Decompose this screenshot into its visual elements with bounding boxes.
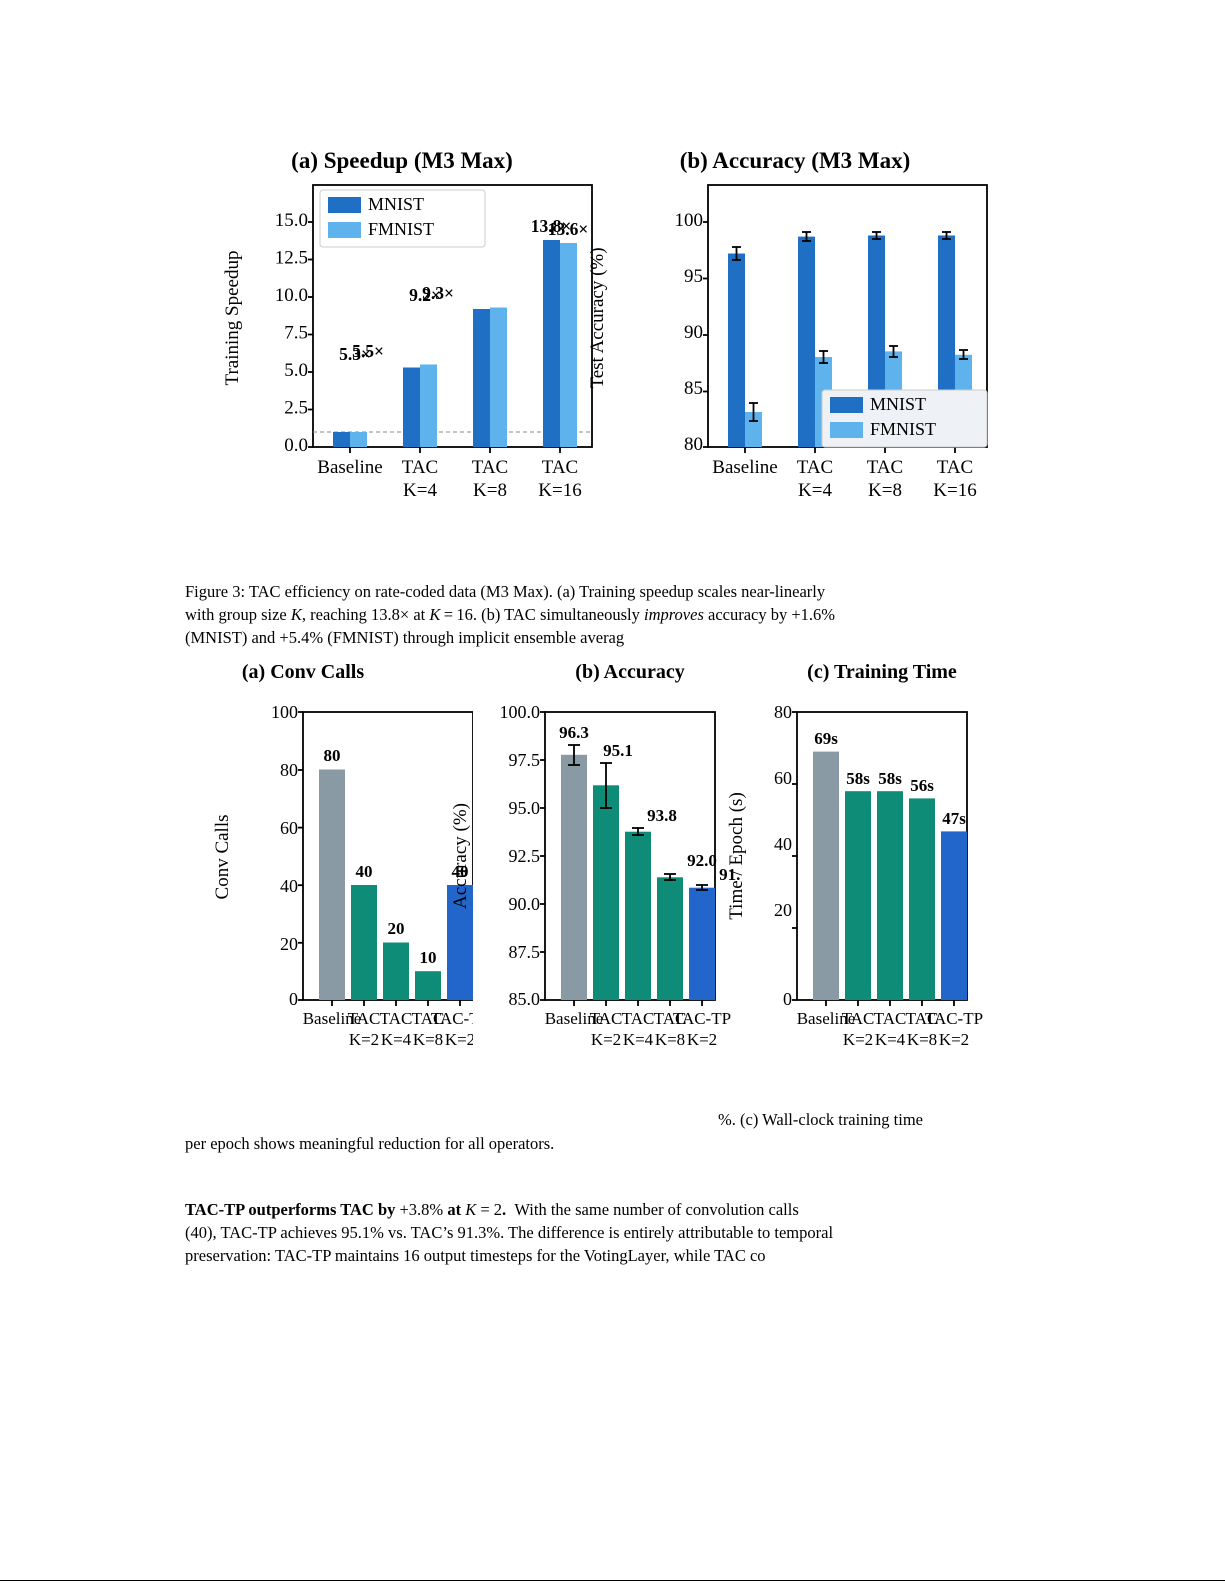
svg-text:TAC: TAC <box>937 457 973 478</box>
svg-text:7.5: 7.5 <box>284 323 308 344</box>
svg-text:96.3: 96.3 <box>559 723 589 742</box>
svg-text:80: 80 <box>324 746 341 765</box>
svg-text:K=4: K=4 <box>403 480 437 501</box>
svg-text:K=8: K=8 <box>473 480 507 501</box>
svg-text:10: 10 <box>420 948 437 967</box>
svg-text:(a) Conv Calls: (a) Conv Calls <box>242 662 364 683</box>
svg-text:TAC: TAC <box>590 1009 623 1028</box>
svg-text:K=2: K=2 <box>843 1030 873 1049</box>
svg-text:2.5: 2.5 <box>284 398 308 419</box>
svg-text:Baseline: Baseline <box>712 457 777 478</box>
svg-text:K=8: K=8 <box>868 480 902 501</box>
svg-text:58s: 58s <box>878 769 902 788</box>
svg-text:Time / Epoch (s): Time / Epoch (s) <box>726 792 747 920</box>
svg-text:47s: 47s <box>942 809 966 828</box>
svg-text:MNIST: MNIST <box>870 394 926 414</box>
svg-text:K=8: K=8 <box>655 1030 685 1049</box>
svg-text:K=4: K=4 <box>381 1030 412 1049</box>
svg-text:K=4: K=4 <box>875 1030 906 1049</box>
svg-text:Accuracy (%): Accuracy (%) <box>450 803 471 909</box>
svg-text:90.0: 90.0 <box>509 894 541 914</box>
svg-text:5.5×: 5.5× <box>352 341 384 361</box>
svg-text:(b) Accuracy: (b) Accuracy <box>575 662 684 683</box>
svg-text:95.1: 95.1 <box>603 741 633 760</box>
svg-text:58s: 58s <box>846 769 870 788</box>
svg-text:Training Speedup: Training Speedup <box>222 251 243 386</box>
svg-text:(a) Speedup (M3 Max): (a) Speedup (M3 Max) <box>291 148 513 173</box>
svg-text:85.0: 85.0 <box>509 989 541 1009</box>
svg-text:Conv Calls: Conv Calls <box>212 815 233 900</box>
svg-text:9.3×: 9.3× <box>422 283 454 303</box>
svg-text:20: 20 <box>774 900 792 920</box>
svg-text:40: 40 <box>356 862 373 881</box>
svg-text:5.0: 5.0 <box>284 360 308 381</box>
svg-text:95: 95 <box>684 266 703 287</box>
svg-text:20: 20 <box>388 919 405 938</box>
svg-text:FMNIST: FMNIST <box>870 419 936 439</box>
svg-text:TAC: TAC <box>472 457 508 478</box>
svg-text:TAC: TAC <box>402 457 438 478</box>
svg-text:15.0: 15.0 <box>275 210 308 231</box>
svg-text:Baseline: Baseline <box>317 457 382 478</box>
svg-text:92.5: 92.5 <box>509 846 541 866</box>
svg-text:TAC: TAC <box>380 1009 413 1028</box>
svg-text:12.5: 12.5 <box>275 248 308 269</box>
svg-text:TAC: TAC <box>797 457 833 478</box>
svg-text:100.0: 100.0 <box>500 702 541 722</box>
svg-text:100: 100 <box>675 210 704 231</box>
svg-text:Test Accuracy (%): Test Accuracy (%) <box>587 247 608 388</box>
svg-text:K=8: K=8 <box>413 1030 443 1049</box>
svg-text:85: 85 <box>684 378 703 399</box>
svg-text:FMNIST: FMNIST <box>368 219 434 239</box>
svg-text:K=16: K=16 <box>933 480 976 501</box>
svg-text:60: 60 <box>280 818 298 838</box>
svg-text:95.0: 95.0 <box>509 798 541 818</box>
svg-text:TAC: TAC <box>348 1009 381 1028</box>
svg-text:80: 80 <box>684 434 703 455</box>
svg-text:10.0: 10.0 <box>275 285 308 306</box>
svg-text:(c) Training Time: (c) Training Time <box>807 662 957 683</box>
svg-text:K=4: K=4 <box>623 1030 654 1049</box>
svg-text:20: 20 <box>280 934 298 954</box>
svg-text:(b) Accuracy (M3 Max): (b) Accuracy (M3 Max) <box>680 148 911 173</box>
svg-text:TAC: TAC <box>874 1009 907 1028</box>
svg-text:93.8: 93.8 <box>647 806 677 825</box>
svg-text:K=2: K=2 <box>939 1030 969 1049</box>
svg-text:56s: 56s <box>910 776 934 795</box>
svg-text:60: 60 <box>774 768 792 788</box>
svg-text:K=8: K=8 <box>907 1030 937 1049</box>
svg-text:80: 80 <box>280 760 298 780</box>
svg-text:K=2: K=2 <box>349 1030 379 1049</box>
svg-text:97.5: 97.5 <box>509 750 541 770</box>
svg-text:MNIST: MNIST <box>368 194 424 214</box>
svg-text:40: 40 <box>280 876 298 896</box>
svg-text:87.5: 87.5 <box>509 942 541 962</box>
svg-text:K=2: K=2 <box>591 1030 621 1049</box>
svg-text:TAC: TAC <box>622 1009 655 1028</box>
svg-text:TAC: TAC <box>842 1009 875 1028</box>
svg-text:0: 0 <box>783 989 792 1009</box>
svg-text:0: 0 <box>289 989 298 1009</box>
svg-text:40: 40 <box>774 834 792 854</box>
svg-text:100: 100 <box>271 702 298 722</box>
svg-text:TAC-TP: TAC-TP <box>925 1009 983 1028</box>
svg-text:80: 80 <box>774 702 792 722</box>
svg-text:K=4: K=4 <box>798 480 832 501</box>
svg-text:0.0: 0.0 <box>284 435 308 456</box>
svg-text:TAC: TAC <box>867 457 903 478</box>
svg-text:90: 90 <box>684 322 703 343</box>
svg-text:69s: 69s <box>814 729 838 748</box>
